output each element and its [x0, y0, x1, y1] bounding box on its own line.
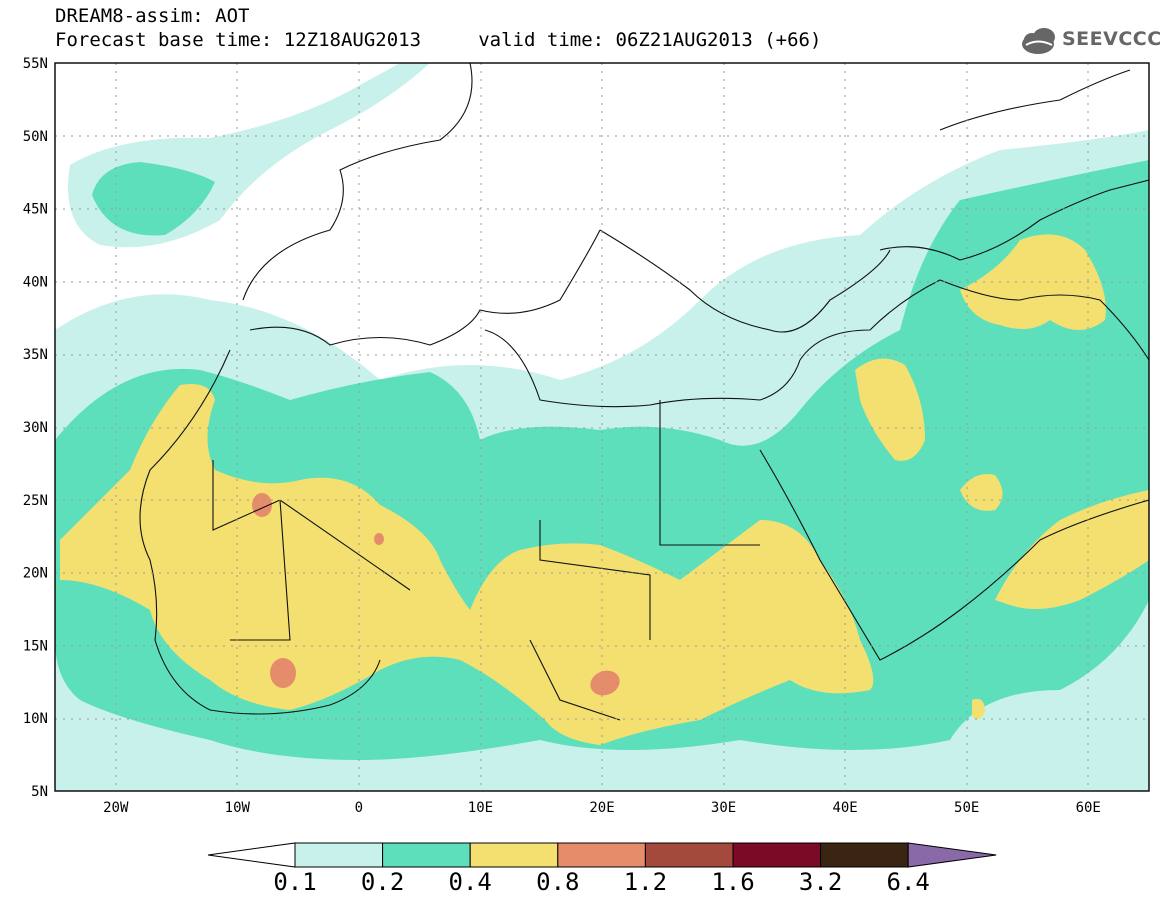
lon-tick-label: 10W: [225, 800, 251, 816]
colorbar-min-arrow: [207, 842, 296, 868]
aot-contours: [55, 63, 1149, 791]
lon-tick-label: 50E: [954, 800, 979, 816]
lat-tick-label: 25N: [23, 493, 48, 509]
lat-tick-label: 50N: [23, 129, 48, 145]
lon-tick-label: 40E: [832, 800, 857, 816]
colorbar-label: 6.4: [886, 868, 930, 896]
lat-tick-label: 10N: [23, 711, 48, 727]
coastlines: [139, 63, 1149, 721]
cloud-icon: [1022, 28, 1055, 54]
colorbar-segment: [294, 842, 384, 868]
forecast-time-subtitle: Forecast base time: 12Z18AUG2013 valid t…: [55, 29, 822, 51]
lon-tick-label: 30E: [711, 800, 736, 816]
lat-tick-label: 45N: [23, 202, 48, 218]
lat-tick-label: 15N: [23, 638, 48, 654]
lat-tick-label: 35N: [23, 347, 48, 363]
lat-tick-label: 30N: [23, 420, 48, 436]
colorbar-segment: [820, 842, 909, 868]
aot-map: 55N 50N 45N 40N 35N 30N 25N 20N 15N 10N 5N 20W 10W 0…: [23, 56, 1150, 816]
map-frame: [54, 62, 1150, 792]
lon-tick-label: 10E: [468, 800, 493, 816]
logo-text: SEEVCCC: [1062, 28, 1162, 50]
map-title: DREAM8-assim: AOT: [55, 5, 250, 27]
colorbar-label: 3.2: [798, 868, 843, 896]
lon-tick-label: 20E: [589, 800, 614, 816]
colorbar-segment: [644, 842, 734, 868]
colorbar-label: 1.6: [711, 868, 755, 896]
lat-tick-label: 20N: [23, 566, 48, 582]
colorbar-label: 0.1: [273, 868, 317, 896]
lat-tick-label: 40N: [23, 274, 48, 290]
aot-level-0.8: [252, 493, 620, 696]
lon-tick-label: 0: [355, 800, 363, 816]
colorbar-max-arrow: [907, 842, 997, 868]
colorbar-label: 1.2: [623, 868, 668, 896]
colorbar-segment: [469, 842, 559, 868]
colorbar-label: 0.2: [360, 868, 405, 896]
lat-tick-label: 55N: [23, 56, 48, 72]
colorbar-segment: [557, 842, 646, 868]
lon-tick-label: 20W: [103, 800, 129, 816]
graticule: [55, 63, 1149, 791]
colorbar-segment: [732, 842, 822, 868]
colorbar-segment: [382, 842, 471, 868]
lat-tick-label: 5N: [31, 784, 48, 800]
colorbar-label: 0.4: [448, 868, 492, 896]
colorbar-label: 0.8: [536, 868, 580, 896]
lon-tick-label: 60E: [1076, 800, 1101, 816]
colorbar: [207, 842, 997, 868]
